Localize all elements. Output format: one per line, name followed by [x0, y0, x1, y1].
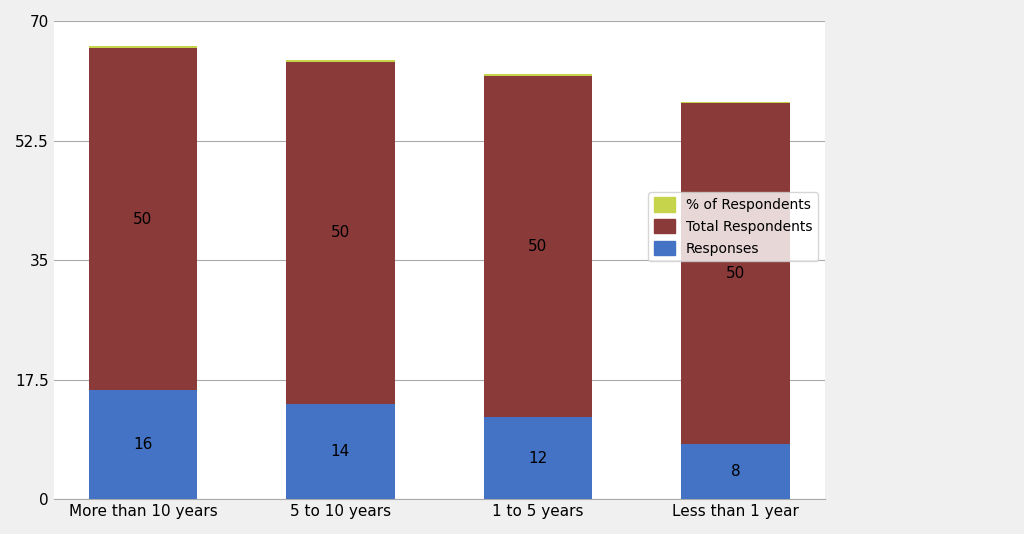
- Legend: % of Respondents, Total Respondents, Responses: % of Respondents, Total Respondents, Res…: [648, 192, 818, 261]
- Bar: [286, 62, 394, 404]
- Text: 16: 16: [133, 437, 153, 452]
- Bar: [483, 417, 592, 499]
- Text: 8: 8: [730, 465, 740, 480]
- Text: 14: 14: [331, 444, 350, 459]
- Text: 12: 12: [528, 451, 548, 466]
- Bar: [681, 444, 790, 499]
- Bar: [89, 46, 198, 48]
- Bar: [681, 103, 790, 444]
- Bar: [681, 102, 790, 103]
- Text: 50: 50: [331, 225, 350, 240]
- Bar: [483, 74, 592, 76]
- Bar: [483, 76, 592, 417]
- Bar: [286, 60, 394, 62]
- Text: 50: 50: [133, 211, 153, 226]
- Bar: [89, 390, 198, 499]
- Text: 50: 50: [726, 266, 744, 281]
- Bar: [286, 404, 394, 499]
- Bar: [89, 48, 198, 390]
- Text: 50: 50: [528, 239, 548, 254]
